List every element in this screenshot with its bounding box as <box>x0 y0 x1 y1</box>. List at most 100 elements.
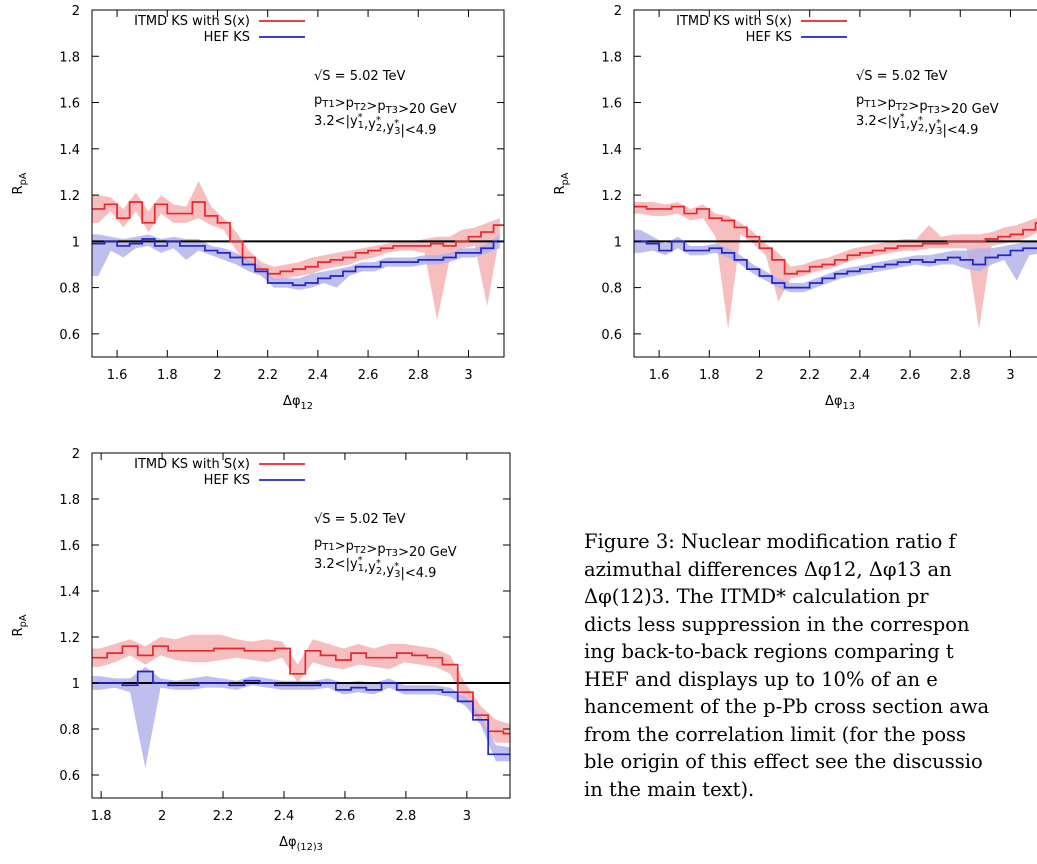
chart-panel-2: 1.6 1.8 2 2.2 2.4 2.6 2.8 3 0.6 0.8 1 1.2 1.4 1.6 1.8 2… <box>553 4 1037 412</box>
y-tick-label: 1.6 <box>601 97 622 112</box>
caption-line: HEF and displays up to 10% of an e <box>584 667 938 691</box>
x-tick-label: 2.4 <box>850 368 871 383</box>
legend: ITMD KS with S(x)HEF KS <box>134 457 305 488</box>
y-tick-label: 1.8 <box>59 493 80 508</box>
x-tick-label: 2 <box>755 368 763 383</box>
y-tick-label: 2 <box>72 447 80 462</box>
series-line-hef <box>92 670 510 756</box>
y-tick-label: 1.8 <box>59 50 80 65</box>
x-axis-label: Δφ12 <box>283 394 313 412</box>
caption-line: dicts less suppression in the correspon <box>584 612 970 636</box>
annotation-pt-cut: pT1>pT2>pT3>20 GeV <box>314 536 457 560</box>
plot-frame <box>91 452 511 799</box>
caption-line: in the main text). <box>584 777 755 801</box>
y-tick-label: 1 <box>614 235 622 250</box>
x-tick-label: 2 <box>158 809 166 824</box>
series-line-itmd <box>92 645 510 735</box>
y-tick-label: 1.2 <box>59 631 80 646</box>
y-tick-label: 1.4 <box>601 143 622 158</box>
y-tick-label: 0.8 <box>59 282 80 297</box>
annotation-rapidity-cut: 3.2<|y* 1,y* 2,y* 3|<4.9 <box>314 112 436 138</box>
y-tick-label: 0.8 <box>59 723 80 738</box>
chart-panel-1: 1.6 1.8 2 2.2 2.4 2.6 2.8 3 0.6 0.8 1 1.2 1.4 1.6 1.8 2… <box>11 4 505 412</box>
x-tick-label: 1.8 <box>699 368 720 383</box>
uncertainty-band-itmd <box>92 181 500 320</box>
y-axis-label: RpA <box>11 172 29 194</box>
x-tick-label: 2.8 <box>408 368 429 383</box>
caption-line: from the correlation limit (for the poss <box>584 722 967 746</box>
x-tick-label: 2.6 <box>335 809 356 824</box>
uncertainty-band-hef <box>634 229 1037 293</box>
x-axis-label: Δφ(12)3 <box>279 835 323 853</box>
figure-caption: Figure 3: Nuclear modification ratio f a… <box>584 528 1037 803</box>
legend-label: HEF KS <box>204 30 250 45</box>
y-tick-label: 1.6 <box>59 539 80 554</box>
x-tick-label: 2.4 <box>274 809 295 824</box>
plot-frame <box>633 9 1037 358</box>
y-tick-label: 1 <box>72 235 80 250</box>
annotation-pt-cut: pT1>pT2>pT3>20 GeV <box>856 93 999 117</box>
y-axis-label: RpA <box>11 614 29 636</box>
caption-line: azimuthal differences Δφ12, Δφ13 an <box>584 557 952 581</box>
x-tick-label: 2.8 <box>950 368 971 383</box>
x-tick-label: 1.6 <box>649 368 670 383</box>
x-tick-label: 2.6 <box>900 368 921 383</box>
legend-label: ITMD KS with S(x) <box>134 14 250 29</box>
legend: ITMD KS with S(x)HEF KS <box>676 14 847 45</box>
x-tick-label: 1.8 <box>157 368 178 383</box>
y-tick-label: 1.2 <box>601 189 622 204</box>
legend-label: ITMD KS with S(x) <box>134 457 250 472</box>
x-tick-label: 3 <box>463 809 471 824</box>
y-tick-label: 1.2 <box>59 189 80 204</box>
y-axis-label: RpA <box>553 172 571 194</box>
annotation-energy: √S = 5.02 TeV <box>314 512 406 527</box>
x-tick-label: 2.2 <box>799 368 820 383</box>
caption-line: Figure 3: Nuclear modification ratio f <box>584 530 956 553</box>
x-tick-label: 2.2 <box>213 809 234 824</box>
annotation-energy: √S = 5.02 TeV <box>856 69 948 84</box>
x-tick-label: 2.6 <box>358 368 379 383</box>
annotation-energy: √S = 5.02 TeV <box>314 69 406 84</box>
uncertainty-band-hef <box>92 666 510 769</box>
annotation-rapidity-cut: 3.2<|y* 1,y* 2,y* 3|<4.9 <box>856 112 978 138</box>
caption-line: ble origin of this effect see the discus… <box>584 750 983 773</box>
y-tick-label: 0.6 <box>59 328 80 343</box>
series-line-hef <box>92 238 504 287</box>
y-tick-label: 1 <box>72 677 80 692</box>
legend-label: HEF KS <box>746 30 792 45</box>
series-line-itmd <box>634 205 1037 275</box>
x-tick-label: 2.8 <box>396 809 417 824</box>
series-line-itmd <box>92 201 504 275</box>
x-tick-label: 1.6 <box>107 368 128 383</box>
caption-line: hancement of the p-Pb cross section awa <box>584 695 990 718</box>
y-tick-label: 2 <box>72 4 80 19</box>
legend: ITMD KS with S(x)HEF KS <box>134 14 305 45</box>
series-line-hef <box>634 240 1037 289</box>
caption-line: Δφ(12)3. The ITMD* calculation pr <box>584 585 929 608</box>
x-tick-label: 3 <box>1006 368 1014 383</box>
chart-panel-3: 1.8 2 2.2 2.4 2.6 2.8 3 0.6 0.8 1 1.2 1.4 1.6 1.8 2 Δφ(… <box>11 447 511 853</box>
y-tick-label: 1.4 <box>59 143 80 158</box>
uncertainty-band-itmd <box>634 202 1037 330</box>
x-tick-label: 2.4 <box>308 368 329 383</box>
y-tick-label: 0.6 <box>59 769 80 784</box>
uncertainty-band-itmd <box>92 634 510 743</box>
y-tick-label: 1.6 <box>59 97 80 112</box>
legend-label: HEF KS <box>204 473 250 488</box>
plot-area <box>92 634 510 769</box>
plot-area <box>92 181 504 320</box>
x-tick-label: 3 <box>464 368 472 383</box>
y-tick-label: 2 <box>614 4 622 19</box>
uncertainty-band-hef <box>92 234 500 290</box>
x-tick-label: 2.2 <box>257 368 278 383</box>
annotation-pt-cut: pT1>pT2>pT3>20 GeV <box>314 93 457 117</box>
x-tick-label: 1.8 <box>91 809 112 824</box>
plot-frame <box>91 9 505 358</box>
y-tick-label: 1.8 <box>601 50 622 65</box>
y-tick-label: 0.8 <box>601 282 622 297</box>
y-tick-label: 1.4 <box>59 585 80 600</box>
